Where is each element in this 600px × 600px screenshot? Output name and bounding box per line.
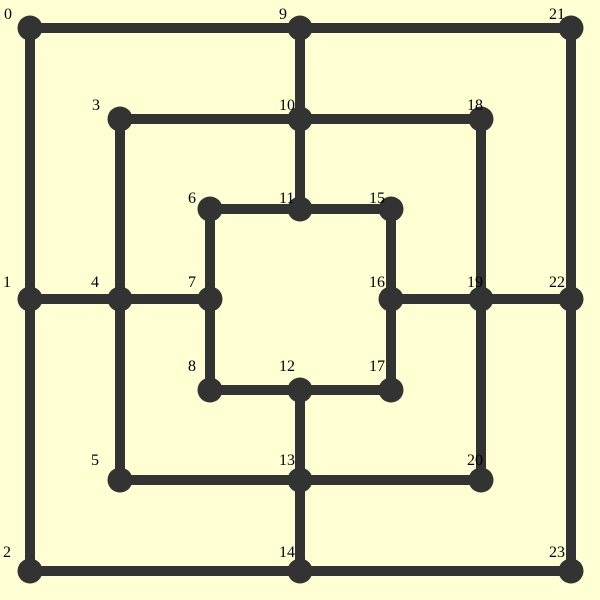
board-point-6[interactable]: [197, 196, 223, 222]
point-label-8: 8: [188, 358, 196, 375]
board-point-21[interactable]: [558, 15, 584, 41]
point-label-4: 4: [91, 274, 99, 291]
point-label-10: 10: [279, 97, 295, 114]
point-label-3: 3: [92, 97, 100, 114]
board-point-18[interactable]: [468, 106, 494, 132]
point-label-5: 5: [91, 452, 99, 469]
point-label-17: 17: [369, 358, 385, 375]
board-point-7[interactable]: [197, 286, 223, 312]
point-label-6: 6: [188, 190, 196, 207]
point-label-18: 18: [467, 97, 483, 114]
point-label-19: 19: [467, 274, 483, 291]
point-label-20: 20: [467, 452, 483, 469]
board-point-17[interactable]: [378, 377, 404, 403]
point-label-2: 2: [3, 544, 11, 561]
board-point-0[interactable]: [17, 15, 43, 41]
board-lines: [25, 23, 576, 576]
point-label-15: 15: [369, 190, 385, 207]
point-label-12: 12: [279, 358, 295, 375]
board-point-8[interactable]: [197, 377, 223, 403]
board-point-10[interactable]: [287, 106, 313, 132]
board-point-19[interactable]: [468, 286, 494, 312]
board-point-1[interactable]: [17, 286, 43, 312]
board-point-2[interactable]: [17, 558, 43, 584]
board-point-14[interactable]: [287, 558, 313, 584]
board-point-12[interactable]: [287, 377, 313, 403]
board-point-20[interactable]: [468, 467, 494, 493]
point-label-14: 14: [279, 544, 295, 561]
board-point-4[interactable]: [107, 286, 133, 312]
board-point-13[interactable]: [287, 467, 313, 493]
board-point-22[interactable]: [558, 286, 584, 312]
board-points: [17, 15, 584, 584]
point-label-11: 11: [279, 190, 294, 207]
point-label-23: 23: [549, 544, 565, 561]
point-label-1: 1: [3, 274, 11, 291]
point-label-21: 21: [549, 6, 565, 23]
board-point-16[interactable]: [378, 286, 404, 312]
point-label-0: 0: [4, 6, 12, 23]
point-label-7: 7: [188, 274, 196, 291]
board-point-3[interactable]: [107, 106, 133, 132]
board-point-11[interactable]: [287, 196, 313, 222]
board-point-5[interactable]: [107, 467, 133, 493]
board-point-23[interactable]: [558, 558, 584, 584]
board-point-9[interactable]: [287, 15, 313, 41]
point-label-22: 22: [549, 274, 565, 291]
point-label-9: 9: [279, 6, 287, 23]
point-label-16: 16: [369, 274, 385, 291]
point-label-13: 13: [279, 452, 295, 469]
board-point-15[interactable]: [378, 196, 404, 222]
